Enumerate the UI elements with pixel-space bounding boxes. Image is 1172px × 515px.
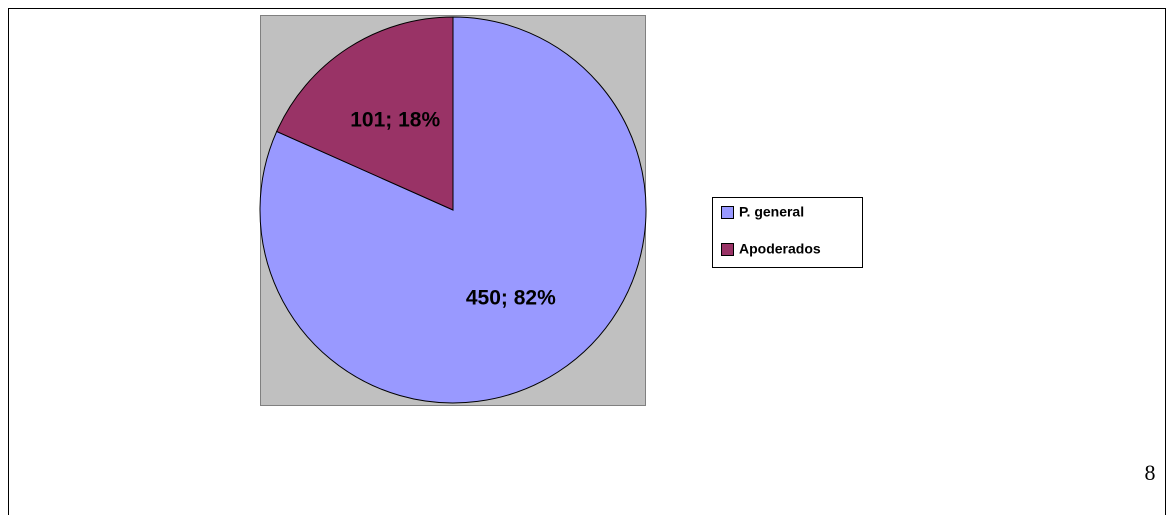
- pie: 450; 82% 101; 18%: [259, 16, 647, 404]
- legend-swatch: [721, 243, 734, 256]
- legend: [712, 197, 863, 268]
- page-border: [8, 8, 1166, 515]
- legend-entries: P. general Apoderados: [721, 204, 821, 257]
- legend-label: Apoderados: [739, 241, 821, 257]
- pie-slice: [259, 16, 647, 404]
- data-label: 450; 82%: [466, 287, 556, 310]
- legend-label: P. general: [739, 204, 804, 220]
- legend-swatch: [721, 206, 734, 219]
- pie-slice: [276, 16, 454, 211]
- page-number: 8: [1145, 460, 1156, 485]
- data-label: 101; 18%: [350, 109, 440, 132]
